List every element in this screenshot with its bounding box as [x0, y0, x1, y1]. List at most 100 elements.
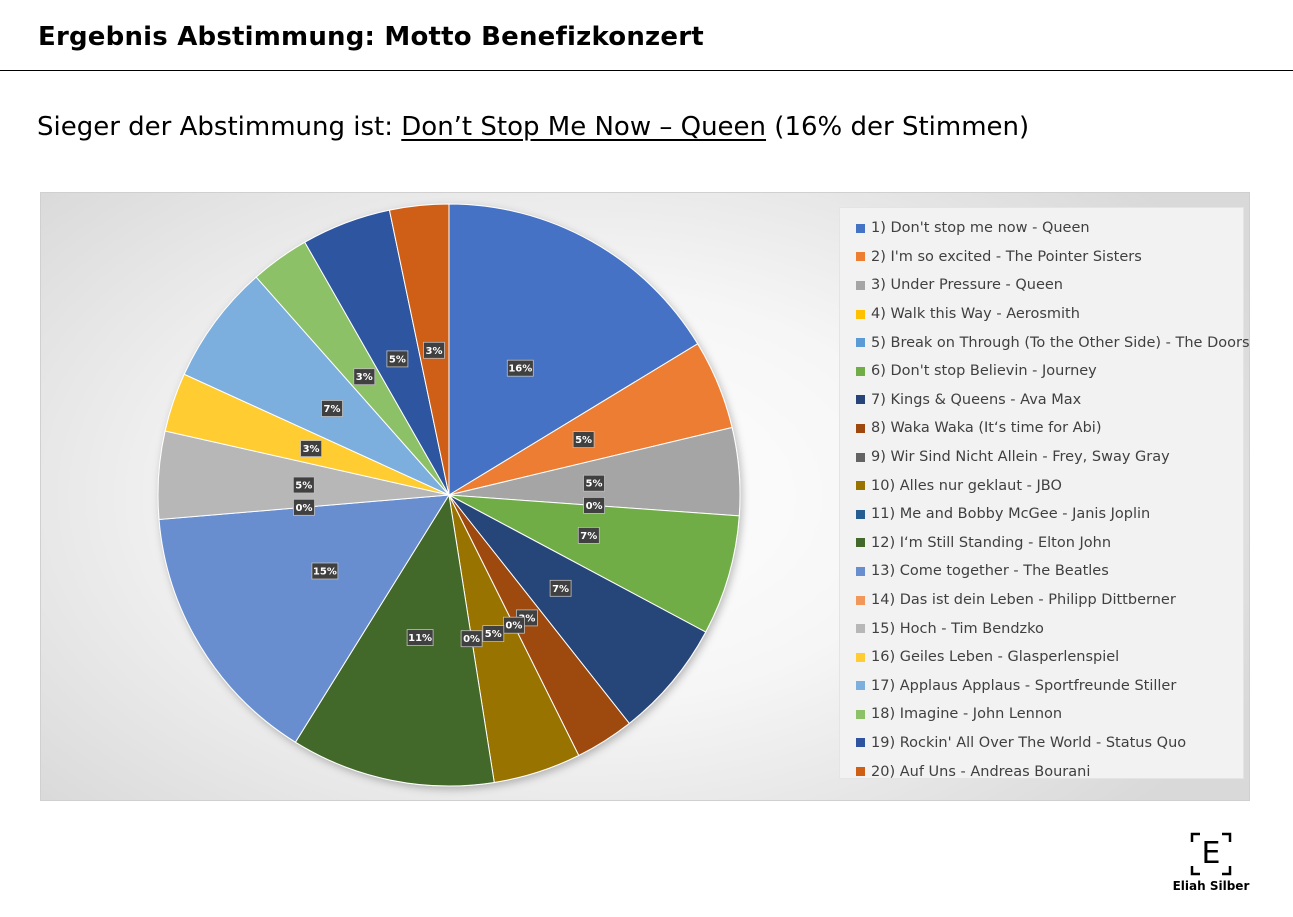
pie-data-label: 16%: [506, 359, 534, 377]
legend-item: 17) Applaus Applaus - Sportfreunde Still…: [840, 672, 1243, 701]
legend-label: 19) Rockin' All Over The World - Status …: [871, 734, 1187, 751]
legend-item: 16) Geiles Leben - Glasperlenspiel: [840, 643, 1243, 672]
legend-item: 18) Imagine - John Lennon: [840, 700, 1243, 729]
pie-data-label: 5%: [292, 476, 315, 494]
pie-data-label-text: 0%: [586, 501, 603, 512]
pie-data-label: 7%: [577, 526, 600, 544]
legend-item: 11) Me and Bobby McGee - Janis Joplin: [840, 500, 1243, 529]
legend-swatch: [856, 767, 865, 777]
pie-slices: [157, 203, 741, 787]
pie-data-label-text: 7%: [580, 531, 597, 542]
pie-data-label: 5%: [482, 625, 505, 643]
legend-item: 19) Rockin' All Over The World - Status …: [840, 729, 1243, 758]
legend-item: 7) Kings & Queens - Ava Max: [840, 386, 1243, 415]
pie-data-label-text: 5%: [586, 479, 603, 490]
legend-label: 2) I'm so excited - The Pointer Sisters: [871, 248, 1142, 265]
pie-data-label-text: 0%: [505, 621, 522, 632]
subtitle-prefix: Sieger der Abstimmung ist:: [37, 112, 402, 142]
pie-data-label-text: 16%: [508, 364, 532, 375]
pie-slice: [388, 203, 450, 496]
pie-slice: [448, 494, 707, 725]
pie-data-label: 11%: [406, 629, 434, 647]
title-divider: [0, 70, 1293, 71]
pie-data-label: 0%: [583, 496, 605, 514]
pie-data-label: 3%: [353, 368, 376, 386]
legend-label: 18) Imagine - John Lennon: [871, 706, 1063, 723]
legend-label: 4) Walk this Way - Aerosmith: [871, 306, 1080, 323]
legend-swatch: [856, 681, 865, 691]
pie-slice: [183, 276, 450, 496]
pie-data-label-text: 5%: [485, 629, 502, 640]
pie-data-label-text: 3%: [518, 613, 535, 624]
legend-label: 5) Break on Through (To the Other Side) …: [871, 334, 1250, 351]
legend-label: 7) Kings & Queens - Ava Max: [871, 391, 1082, 408]
legend-item: 1) Don't stop me now - Queen: [840, 214, 1243, 243]
legend-label: 15) Hoch - Tim Bendzko: [871, 620, 1044, 637]
pie-slice: [158, 494, 450, 743]
pie-data-label: 0%: [460, 630, 483, 648]
pie-data-label-text: 5%: [295, 481, 312, 492]
pie-data-labels: 16%5%5%0%7%7%3%0%5%0%11%15%0%5%3%7%3%5%3…: [292, 341, 605, 648]
pie-data-label-text: 5%: [389, 354, 406, 365]
pie-data-label-text: 15%: [313, 567, 337, 578]
pie-data-label: 0%: [293, 498, 315, 516]
legend-item: 4) Walk this Way - Aerosmith: [840, 300, 1243, 329]
legend-swatch: [856, 509, 865, 519]
legend-item: 3) Under Pressure - Queen: [840, 271, 1243, 300]
legend-swatch: [856, 280, 865, 290]
legend-item: 8) Waka Waka (It‘s time for Abi): [840, 414, 1243, 443]
legend-label: 1) Don't stop me now - Queen: [871, 220, 1090, 237]
legend-swatch: [856, 652, 865, 662]
legend-label: 6) Don't stop Believin - Journey: [871, 363, 1097, 380]
legend-swatch: [856, 366, 865, 376]
legend-item: 6) Don't stop Believin - Journey: [840, 357, 1243, 386]
legend-swatch: [856, 624, 865, 634]
legend-item: 13) Come together - The Beatles: [840, 557, 1243, 586]
pie-data-label-text: 3%: [426, 346, 443, 357]
legend-label: 3) Under Pressure - Queen: [871, 277, 1063, 294]
result-subtitle: Sieger der Abstimmung ist: Don’t Stop Me…: [37, 112, 1029, 142]
legend-label: 11) Me and Bobby McGee - Janis Joplin: [871, 506, 1151, 523]
legend-item: 20) Auf Uns - Andreas Bourani: [840, 757, 1243, 786]
legend-swatch: [856, 738, 865, 748]
legend-swatch: [856, 309, 865, 319]
legend-label: 8) Waka Waka (It‘s time for Abi): [871, 420, 1102, 437]
legend-swatch: [856, 481, 865, 491]
legend-swatch: [856, 709, 865, 719]
subtitle-suffix: (16% der Stimmen): [766, 112, 1030, 142]
pie-data-label: 5%: [386, 350, 409, 368]
legend-label: 17) Applaus Applaus - Sportfreunde Still…: [871, 677, 1177, 694]
legend-swatch: [856, 252, 865, 262]
legend-swatch: [856, 223, 865, 233]
pie-data-label-text: 7%: [324, 404, 341, 415]
pie-data-label-text: 7%: [552, 584, 569, 595]
chart-legend: 1) Don't stop me now - Queen 2) I'm so ex…: [839, 207, 1250, 780]
pie-data-label-text: 0%: [296, 503, 313, 514]
pie-slice: [294, 493, 495, 787]
legend-item: 2) I'm so excited - The Pointer Sisters: [840, 243, 1243, 272]
pie-data-label-text: 5%: [575, 435, 592, 446]
legend-swatch: [856, 423, 865, 433]
pie-data-label: 3%: [423, 341, 445, 359]
legend-item: 10) Alles nur geklaut - JBO: [840, 471, 1243, 500]
legend-swatch: [856, 595, 865, 605]
legend-swatch: [856, 452, 865, 462]
page-title: Ergebnis Abstimmung: Motto Benefizkonzer…: [38, 22, 704, 52]
legend-item: 12) I‘m Still Standing - Elton John: [840, 529, 1243, 558]
legend-label: 20) Auf Uns - Andreas Bourani: [871, 763, 1091, 780]
pie-data-label-text: 3%: [356, 372, 373, 383]
logo-letter: E: [1201, 836, 1221, 871]
legend-label: 16) Geiles Leben - Glasperlenspiel: [871, 649, 1120, 666]
pie-data-label-text: 3%: [303, 444, 320, 455]
legend-swatch: [856, 566, 865, 576]
pie-data-label: 5%: [583, 474, 605, 492]
pie-slice: [448, 494, 740, 633]
pie-data-label: 0%: [502, 616, 525, 634]
legend-swatch: [856, 395, 865, 405]
legend-label: 12) I‘m Still Standing - Elton John: [871, 534, 1112, 551]
pie-chart: 16%5%5%0%7%7%3%0%5%0%11%15%0%5%3%7%3%5%3…: [157, 203, 741, 787]
legend-item: 9) Wir Sind Nicht Allein - Frey, Sway Gr…: [840, 443, 1243, 472]
pie-data-label: 3%: [300, 440, 323, 458]
pie-data-label: 7%: [321, 400, 343, 417]
winner-song: Don’t Stop Me Now – Queen: [401, 112, 767, 142]
